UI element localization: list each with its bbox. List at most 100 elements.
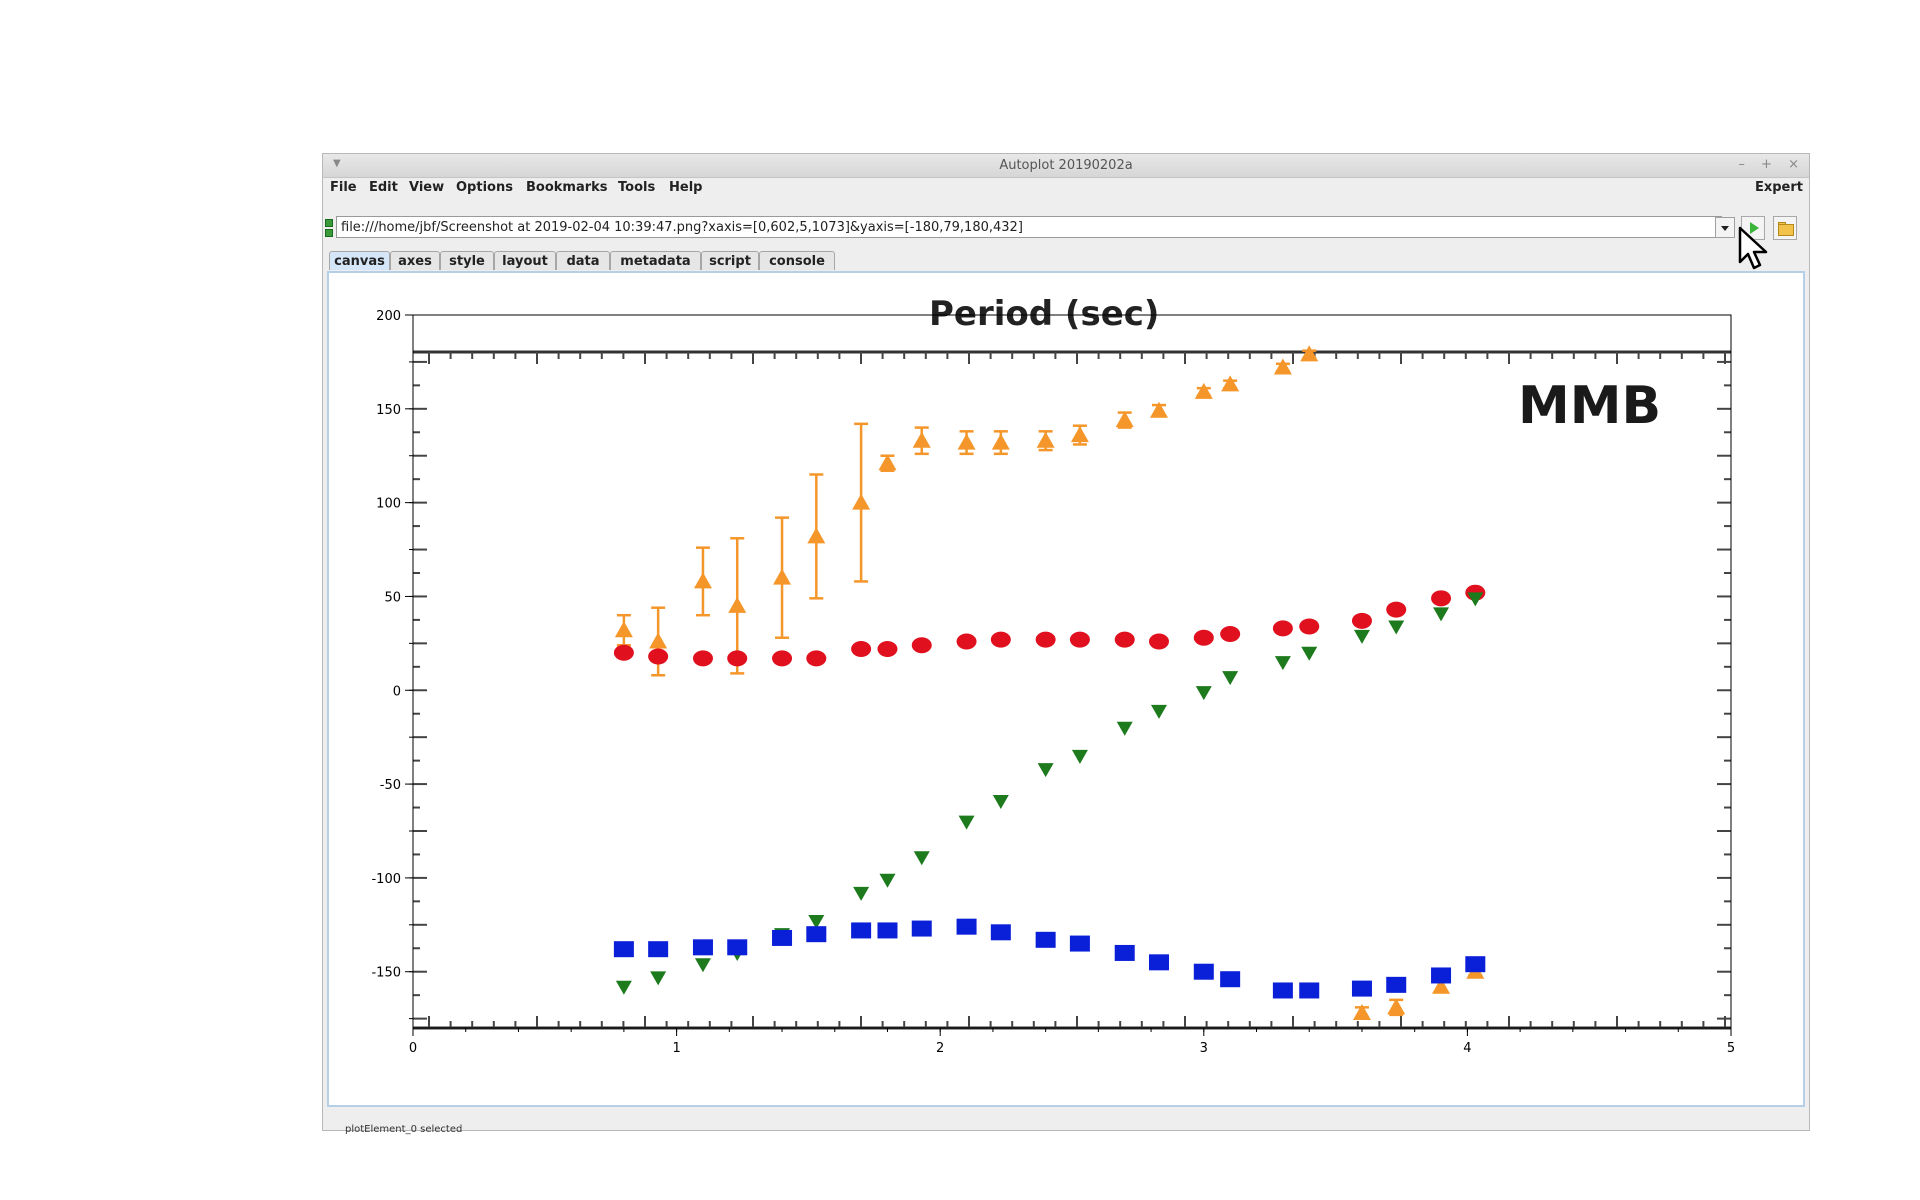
data-point (727, 939, 748, 956)
data-point (1220, 971, 1241, 988)
data-point (648, 941, 669, 958)
data-point (1353, 629, 1370, 644)
data-point (1194, 382, 1213, 399)
data-point (956, 918, 977, 935)
tab-axes[interactable]: axes (390, 251, 440, 270)
y-tick-label: 0 (393, 684, 401, 699)
data-point (772, 929, 793, 946)
data-point (1272, 620, 1293, 637)
data-point (1465, 956, 1486, 973)
menu-file[interactable]: File (330, 180, 357, 195)
plot-canvas[interactable]: Period (sec) MMB 0 1 2 3 4 5 200 150 100 50 0 -50 -1… (327, 271, 1805, 1107)
menu-options[interactable]: Options (456, 180, 513, 195)
data-point (853, 886, 870, 901)
data-point (957, 433, 976, 450)
data-point (1300, 345, 1319, 362)
data-point (852, 493, 871, 510)
scatter-plot[interactable]: Period (sec) MMB 0 1 2 3 4 5 200 150 100 50 0 -50 -1… (329, 273, 1803, 1105)
url-row: file:///home/jbf/Screenshot at 2019-02-0… (323, 213, 1809, 241)
image-header-fragment: Period (sec) (929, 294, 1159, 334)
tab-canvas[interactable]: canvas (329, 251, 390, 270)
data-point (878, 454, 897, 471)
data-point (992, 794, 1009, 809)
series-square (613, 918, 1486, 999)
data-point (1148, 954, 1169, 971)
menu-bookmarks[interactable]: Bookmarks (526, 180, 608, 195)
x-tick-label: 0 (409, 1041, 417, 1056)
data-point (772, 650, 793, 667)
data-point (773, 568, 792, 585)
window-menu-icon[interactable]: ▼ (333, 158, 341, 169)
title-bar: ▼ Autoplot 20190202a – + × (323, 154, 1809, 178)
data-point (1221, 375, 1240, 392)
data-point (727, 650, 748, 667)
data-point (1467, 592, 1484, 607)
data-set-url-input[interactable]: file:///home/jbf/Screenshot at 2019-02-0… (336, 216, 1722, 238)
close-button[interactable]: × (1788, 157, 1799, 172)
data-point (614, 621, 633, 638)
data-point (1148, 633, 1169, 650)
data-point (1387, 998, 1406, 1015)
data-point (1222, 671, 1239, 686)
status-bar: plotElement_0 selected (345, 1124, 463, 1135)
data-point (1035, 631, 1056, 648)
data-point (1114, 631, 1135, 648)
plot-frame (412, 314, 1732, 1029)
data-point (990, 631, 1011, 648)
tab-console[interactable]: console (759, 251, 835, 270)
data-point (1193, 629, 1214, 646)
data-point (806, 926, 827, 943)
data-point (615, 980, 632, 995)
y-tick-label: 200 (376, 309, 401, 324)
data-point (1351, 612, 1372, 629)
x-tick-label: 1 (672, 1041, 680, 1056)
menu-tools[interactable]: Tools (618, 180, 656, 195)
data-point (877, 922, 898, 939)
minimize-button[interactable]: – (1738, 157, 1745, 172)
data-point (1299, 618, 1320, 635)
menu-view[interactable]: View (409, 180, 445, 195)
data-point (1301, 646, 1318, 661)
data-point (613, 941, 634, 958)
data-point (911, 920, 932, 937)
maximize-button[interactable]: + (1761, 157, 1772, 172)
tab-style[interactable]: style (440, 251, 494, 270)
menu-edit[interactable]: Edit (369, 180, 398, 195)
data-point (693, 572, 712, 589)
data-point (1116, 721, 1133, 736)
x-tick-label: 5 (1727, 1041, 1735, 1056)
open-file-button[interactable] (1773, 216, 1797, 240)
y-tick-label: -50 (380, 778, 401, 793)
data-point (1150, 704, 1167, 719)
background-image-ticks (413, 352, 1731, 1028)
data-point (913, 851, 930, 866)
url-history-dropdown-button[interactable] (1715, 217, 1735, 238)
tab-metadata[interactable]: metadata (610, 251, 701, 270)
data-point (649, 632, 668, 649)
status-indicator-icon (325, 219, 333, 237)
window-controls: – + × (1726, 157, 1799, 172)
data-point (694, 958, 711, 973)
data-point (1036, 431, 1055, 448)
data-point (911, 637, 932, 654)
data-point (956, 633, 977, 650)
data-point (807, 527, 826, 544)
data-point (991, 433, 1010, 450)
menu-bar: File Edit View Options Bookmarks Tools H… (323, 177, 1809, 199)
menu-help[interactable]: Help (669, 180, 703, 195)
tab-layout[interactable]: layout (494, 251, 556, 270)
data-point (1037, 763, 1054, 778)
data-point (1069, 631, 1090, 648)
data-point (912, 431, 931, 448)
tab-script[interactable]: script (701, 251, 759, 270)
data-point (1114, 944, 1135, 961)
data-point (692, 650, 713, 667)
data-point (1069, 935, 1090, 952)
autoplot-window: ▼ Autoplot 20190202a – + × File Edit Vie… (322, 153, 1810, 1135)
tab-data[interactable]: data (556, 251, 610, 270)
expert-toggle[interactable]: Expert (1754, 180, 1803, 195)
series-triangle-up (614, 345, 1485, 1020)
data-point (808, 915, 825, 930)
data-point (1273, 358, 1292, 375)
data-point (879, 873, 896, 888)
